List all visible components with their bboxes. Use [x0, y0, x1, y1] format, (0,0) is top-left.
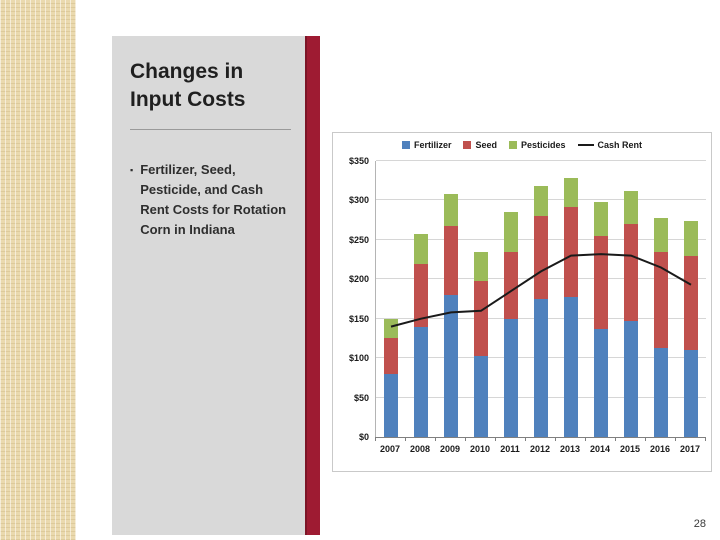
x-tick-label: 2007: [379, 444, 401, 454]
bar-segment-fertilizer: [384, 373, 398, 437]
x-tick-label: 2012: [529, 444, 551, 454]
cash-rent-line: [390, 253, 692, 328]
x-tick-label: 2014: [589, 444, 611, 454]
x-tick-label: 2011: [500, 444, 520, 454]
accent-divider-bar: [305, 36, 320, 535]
x-axis-tick: [435, 437, 436, 441]
bar-segment-pesticides: [384, 318, 398, 339]
y-tick-label: $350: [348, 156, 369, 166]
legend-color-swatch: [401, 141, 410, 149]
bar-segment-pesticides: [534, 186, 548, 217]
legend-item: Seed: [463, 140, 497, 150]
legend-line-swatch: [577, 144, 594, 146]
x-axis-tick: [705, 437, 706, 441]
legend-color-swatch: [508, 141, 517, 149]
legend-color-swatch: [463, 141, 472, 149]
bar-segment-pesticides: [684, 220, 698, 256]
x-axis-tick: [555, 437, 556, 441]
bar-segment-pesticides: [444, 194, 458, 226]
bar-segment-fertilizer: [504, 318, 518, 437]
bar-segment-pesticides: [624, 190, 638, 225]
bar-segment-seed: [684, 255, 698, 351]
x-axis-tick: [615, 437, 616, 441]
x-axis-tick: [675, 437, 676, 441]
bar-segment-seed: [624, 224, 638, 322]
bar-segment-seed: [654, 251, 668, 348]
x-tick-label: 2010: [469, 444, 491, 454]
stacked-bar-chart: Fertilizer Seed Pesticides Cash Rent $0 $50 $…: [332, 132, 712, 472]
x-tick-label: 2009: [439, 444, 461, 454]
x-axis-tick: [375, 437, 376, 441]
bar-segment-seed: [474, 280, 488, 356]
bar-segment-fertilizer: [594, 328, 608, 437]
bar-segment-seed: [414, 263, 428, 327]
y-tick-label: $250: [348, 234, 369, 245]
chart-legend: Fertilizer Seed Pesticides Cash Rent: [333, 140, 711, 150]
bar-segment-pesticides: [474, 251, 488, 281]
bar-segment-fertilizer: [564, 297, 578, 437]
x-axis-tick: [465, 437, 466, 441]
gridline: [376, 160, 706, 161]
bar-segment-seed: [504, 251, 518, 319]
x-tick-label: 2013: [559, 444, 581, 454]
slide-text-panel: Changes in Input Costs ▪ Fertilizer, See…: [112, 36, 305, 535]
bar-segment-pesticides: [654, 217, 668, 252]
plot-area: [375, 160, 706, 438]
bar-segment-pesticides: [564, 178, 578, 207]
bar-segment-pesticides: [414, 233, 428, 264]
bar-segment-fertilizer: [654, 347, 668, 437]
x-axis-tick: [585, 437, 586, 441]
legend-label: Fertilizer: [413, 140, 452, 150]
y-tick-label: $300: [348, 195, 369, 206]
bullet-marker-icon: ▪: [130, 164, 134, 175]
legend-label: Cash Rent: [597, 140, 643, 150]
x-axis-tick: [645, 437, 646, 441]
bar-segment-seed: [564, 206, 578, 298]
y-tick-label: $150: [348, 313, 369, 324]
x-tick-label: 2008: [409, 444, 431, 454]
x-axis-line: [376, 437, 706, 438]
legend-label: Pesticides: [520, 140, 566, 150]
x-tick-label: 2015: [619, 444, 641, 454]
bullet-item: ▪ Fertilizer, Seed, Pesticide, and Cash …: [130, 160, 293, 241]
slide-title: Changes in Input Costs: [130, 58, 291, 130]
legend-item: Cash Rent: [577, 140, 643, 150]
bullet-text: Fertilizer, Seed, Pesticide, and Cash Re…: [140, 161, 287, 238]
bar-segment-fertilizer: [684, 350, 698, 437]
bar-segment-fertilizer: [624, 321, 638, 437]
x-tick-label: 2016: [649, 444, 671, 454]
x-axis-tick: [495, 437, 496, 441]
x-axis-tick: [525, 437, 526, 441]
decorative-side-strip: [0, 0, 76, 540]
bar-segment-seed: [594, 235, 608, 329]
bar-segment-seed: [444, 225, 458, 296]
page-number: 28: [693, 518, 706, 530]
bar-segment-fertilizer: [414, 326, 428, 437]
y-tick-label: $200: [348, 274, 369, 285]
y-tick-label: $100: [348, 353, 369, 364]
bar-segment-seed: [384, 338, 398, 374]
bar-segment-pesticides: [504, 212, 518, 252]
legend-item: Pesticides: [508, 140, 566, 150]
x-tick-label: 2017: [679, 444, 701, 454]
bar-segment-pesticides: [594, 202, 608, 236]
legend-item: Fertilizer: [401, 140, 452, 150]
legend-label: Seed: [475, 140, 497, 150]
bar-segment-seed: [534, 216, 548, 299]
bar-segment-fertilizer: [444, 295, 458, 437]
x-axis-tick: [405, 437, 406, 441]
y-tick-label: $0: [358, 432, 369, 442]
bar-segment-fertilizer: [534, 299, 548, 437]
y-tick-label: $50: [353, 392, 369, 403]
bar-segment-fertilizer: [474, 355, 488, 437]
